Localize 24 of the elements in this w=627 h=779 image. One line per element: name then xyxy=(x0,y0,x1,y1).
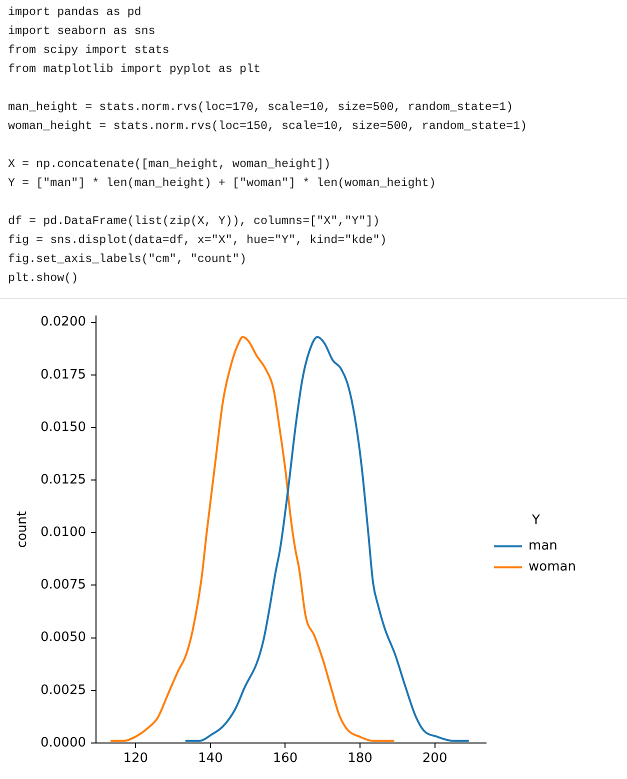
y-tick-label: 0.0200 xyxy=(40,314,86,330)
text: man_height = stats.norm.rvs(loc=170, scale=10, size=500, random_state=1) woman_height = stats.norm.rvs(loc=150, scale=10, size=500, random_state=1) xyxy=(8,98,528,134)
y-axis-title: count xyxy=(15,511,30,548)
text: df = pd.DataFrame(list(zip(X, Y)), columns=["X","Y"]) fig = sns.displot(data=df, x="X", hue="Y", kind="kde") fig.set_axis_labels("cm", "count") plt.show() xyxy=(8,212,387,286)
text: X = np.concatenate([man_height, woman_height]) Y = ["man"] * len(man_height) + ["woman"] * len(woman_height) xyxy=(8,156,436,192)
x-tick-label: 140 xyxy=(198,751,223,766)
y-tick-label: 0.0150 xyxy=(40,420,86,435)
y-tick-label: 0.0075 xyxy=(40,578,86,593)
y-tick-label: 0.0125 xyxy=(40,472,86,488)
legend-title: Y xyxy=(531,513,540,528)
line-series xyxy=(185,336,470,742)
y-tick-label: 0.0025 xyxy=(40,682,86,698)
x-tick-label: 120 xyxy=(123,751,148,766)
text: import pandas as pd import seaborn as sns from scipy import stats from matplotlib import pyplot as plt xyxy=(8,4,260,78)
x-tick-label: 180 xyxy=(348,751,372,766)
y-tick-label: 0.0100 xyxy=(40,525,86,540)
legend-label: man xyxy=(528,538,558,554)
line-series xyxy=(110,336,394,742)
y-tick-label: 0.0050 xyxy=(40,630,86,646)
y-tick-label: 0.0000 xyxy=(40,735,86,750)
y-tick-label: 0.0175 xyxy=(40,367,86,382)
legend-label: woman xyxy=(528,560,576,575)
x-tick-label: 200 xyxy=(422,751,448,766)
x-tick-label: 160 xyxy=(272,751,298,766)
